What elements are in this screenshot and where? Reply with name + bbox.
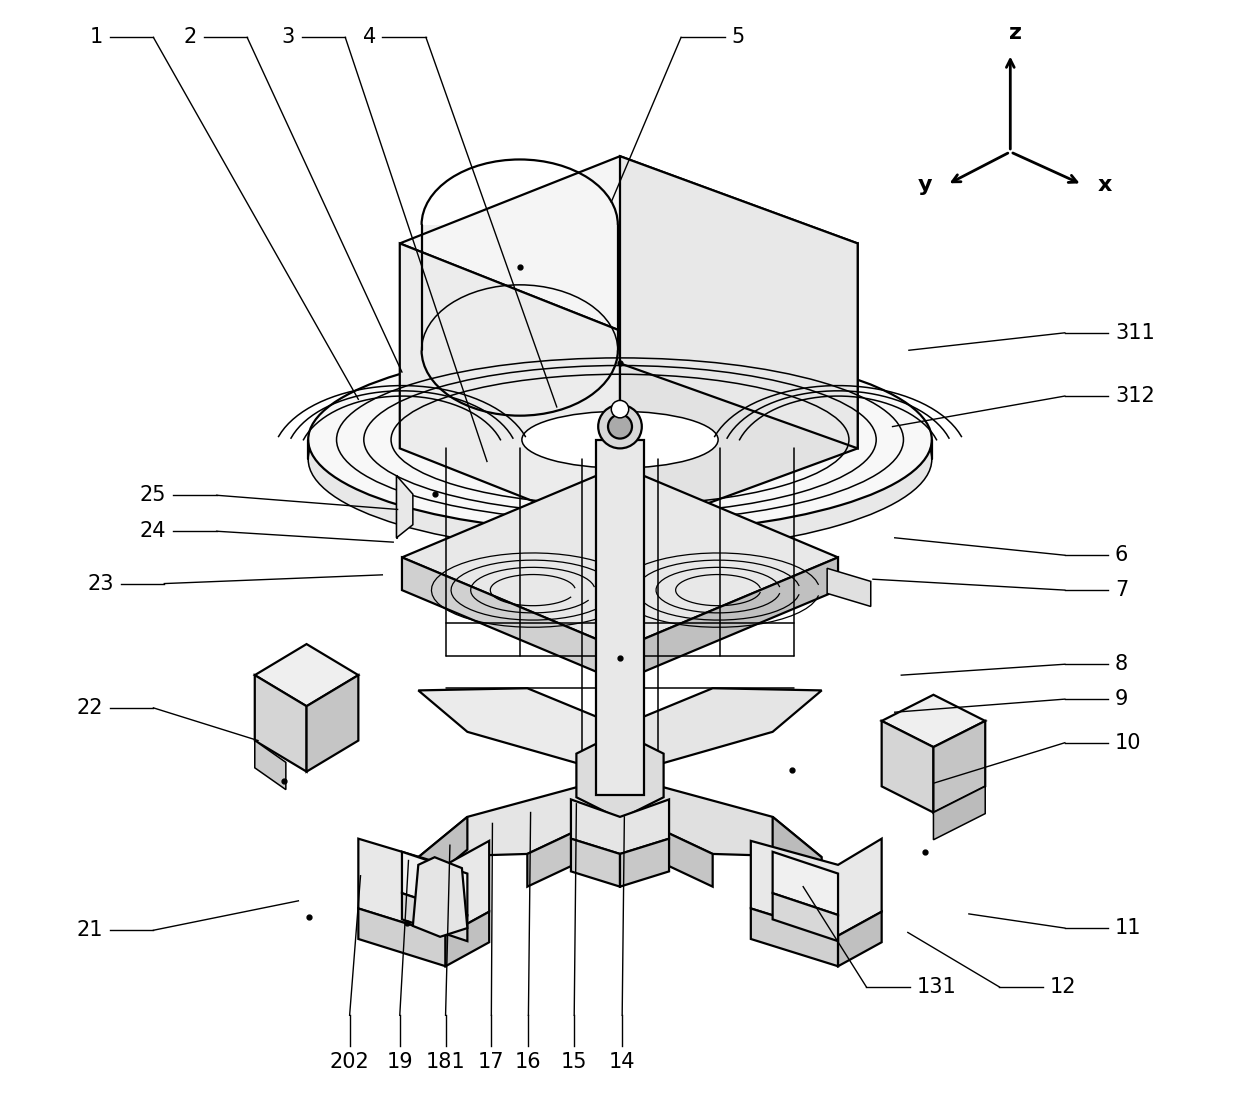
Polygon shape [620,838,670,886]
Polygon shape [445,912,489,966]
Polygon shape [934,786,986,839]
Polygon shape [838,912,882,966]
Ellipse shape [598,404,642,448]
Text: 22: 22 [77,697,103,718]
Text: z: z [1009,23,1022,43]
Polygon shape [402,557,620,682]
Polygon shape [882,721,934,812]
Text: 2: 2 [184,27,197,47]
Polygon shape [418,689,620,775]
Polygon shape [773,851,838,915]
Text: 15: 15 [560,1053,588,1072]
Polygon shape [596,439,644,795]
Text: 3: 3 [281,27,295,47]
Polygon shape [399,156,858,331]
Polygon shape [882,695,986,748]
Polygon shape [358,838,489,936]
Polygon shape [751,908,838,966]
Text: 16: 16 [515,1053,542,1072]
Polygon shape [254,741,286,789]
Text: 1: 1 [91,27,103,47]
Ellipse shape [522,411,718,468]
Polygon shape [527,810,620,886]
Text: 4: 4 [362,27,376,47]
Text: x: x [1097,175,1112,195]
Text: 11: 11 [1115,918,1142,938]
Polygon shape [402,466,838,649]
Text: 131: 131 [916,977,956,997]
Polygon shape [402,893,467,941]
Polygon shape [399,244,620,536]
Text: 311: 311 [1115,322,1154,343]
Polygon shape [620,244,858,536]
Polygon shape [751,838,882,936]
Polygon shape [254,644,358,706]
Ellipse shape [309,346,931,532]
Polygon shape [620,810,713,886]
Text: y: y [918,175,931,195]
Polygon shape [422,225,618,350]
Polygon shape [397,475,413,538]
Polygon shape [620,557,838,682]
Text: 202: 202 [330,1053,370,1072]
Ellipse shape [309,366,931,552]
Polygon shape [570,799,670,854]
Polygon shape [570,838,620,886]
Text: 12: 12 [1049,977,1076,997]
Polygon shape [358,908,445,966]
Ellipse shape [611,400,629,418]
Polygon shape [934,721,986,812]
Text: 19: 19 [387,1053,413,1072]
Polygon shape [620,689,822,775]
Text: 17: 17 [479,1053,505,1072]
Polygon shape [827,568,870,607]
Text: 21: 21 [77,920,103,940]
Text: 10: 10 [1115,732,1142,753]
Polygon shape [402,851,467,915]
Polygon shape [413,857,467,937]
Polygon shape [620,775,822,857]
Text: 9: 9 [1115,689,1128,709]
Polygon shape [773,893,838,941]
Polygon shape [773,816,822,890]
Text: 23: 23 [88,574,114,593]
Text: 312: 312 [1115,386,1154,406]
Polygon shape [620,156,858,448]
Ellipse shape [608,414,632,438]
Text: 24: 24 [140,521,166,541]
Text: 6: 6 [1115,545,1128,565]
Polygon shape [306,675,358,772]
Text: 8: 8 [1115,655,1128,674]
Polygon shape [577,732,663,819]
Polygon shape [418,816,467,890]
Text: 181: 181 [425,1053,465,1072]
Text: 7: 7 [1115,580,1128,600]
Polygon shape [418,775,620,857]
Text: 14: 14 [609,1053,635,1072]
Text: 25: 25 [140,485,166,505]
Text: 5: 5 [732,27,744,47]
Polygon shape [254,675,306,772]
